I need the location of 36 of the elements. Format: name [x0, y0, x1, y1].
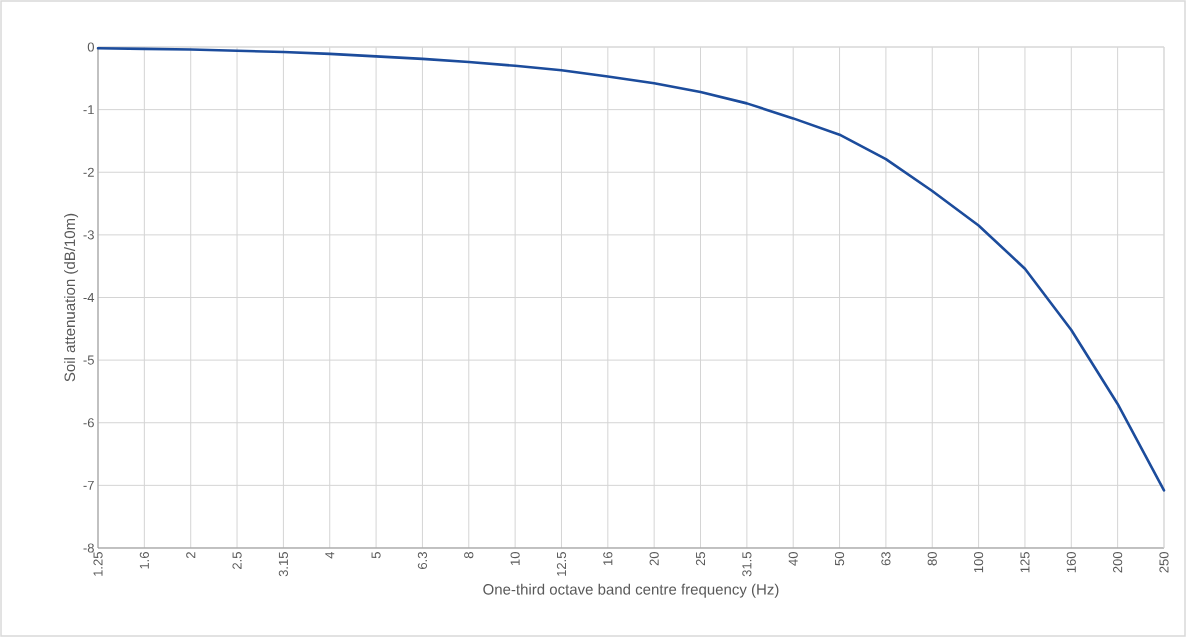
x-tick-label: 1.25 — [93, 552, 103, 576]
x-tick-label: 160 — [1066, 552, 1076, 573]
x-tick-label: 20 — [649, 552, 659, 566]
y-tick-label: -2 — [83, 167, 94, 177]
x-tick-label: 80 — [927, 552, 937, 566]
x-tick-label: 250 — [1159, 552, 1169, 573]
x-tick-label: 10 — [510, 552, 520, 565]
x-tick-label: 63 — [881, 552, 891, 566]
x-tick-label: 4 — [325, 551, 335, 559]
y-tick-label: -6 — [83, 418, 94, 428]
x-tick-label: 125 — [1020, 552, 1030, 573]
y-tick-label: -8 — [83, 543, 94, 553]
y-tick-label: -5 — [83, 355, 94, 365]
x-tick-label: 25 — [695, 552, 706, 566]
x-tick-label: 8 — [464, 552, 474, 559]
x-tick-label: 2.5 — [232, 552, 242, 569]
y-tick-label: -1 — [83, 105, 94, 115]
line-series — [96, 46, 1166, 492]
x-tick-label: 40 — [788, 552, 798, 566]
x-tick-label: 12.5 — [556, 552, 567, 576]
y-axis-title: Soil attenuation (dB/10m) — [64, 213, 79, 382]
x-tick-label: 3.15 — [278, 552, 288, 577]
x-tick-label: 1.6 — [139, 552, 149, 569]
y-tick-label: -7 — [83, 480, 94, 490]
x-tick-label: 50 — [834, 552, 845, 566]
x-tick-label: 2 — [186, 552, 196, 559]
x-tick-label: 31.5 — [742, 552, 752, 577]
x-tick-label: 200 — [1113, 552, 1123, 573]
y-tick-label: -3 — [83, 230, 94, 240]
y-tick-label: 0 — [87, 42, 94, 52]
y-tick-label: -4 — [83, 293, 95, 302]
x-tick-label: 100 — [973, 552, 984, 573]
x-axis-title: One-third octave band centre frequency (Hz) — [483, 583, 779, 598]
x-tick-label: 5 — [371, 552, 381, 559]
x-tick-label: 16 — [603, 552, 613, 565]
x-tick-label: 6.3 — [417, 552, 428, 569]
